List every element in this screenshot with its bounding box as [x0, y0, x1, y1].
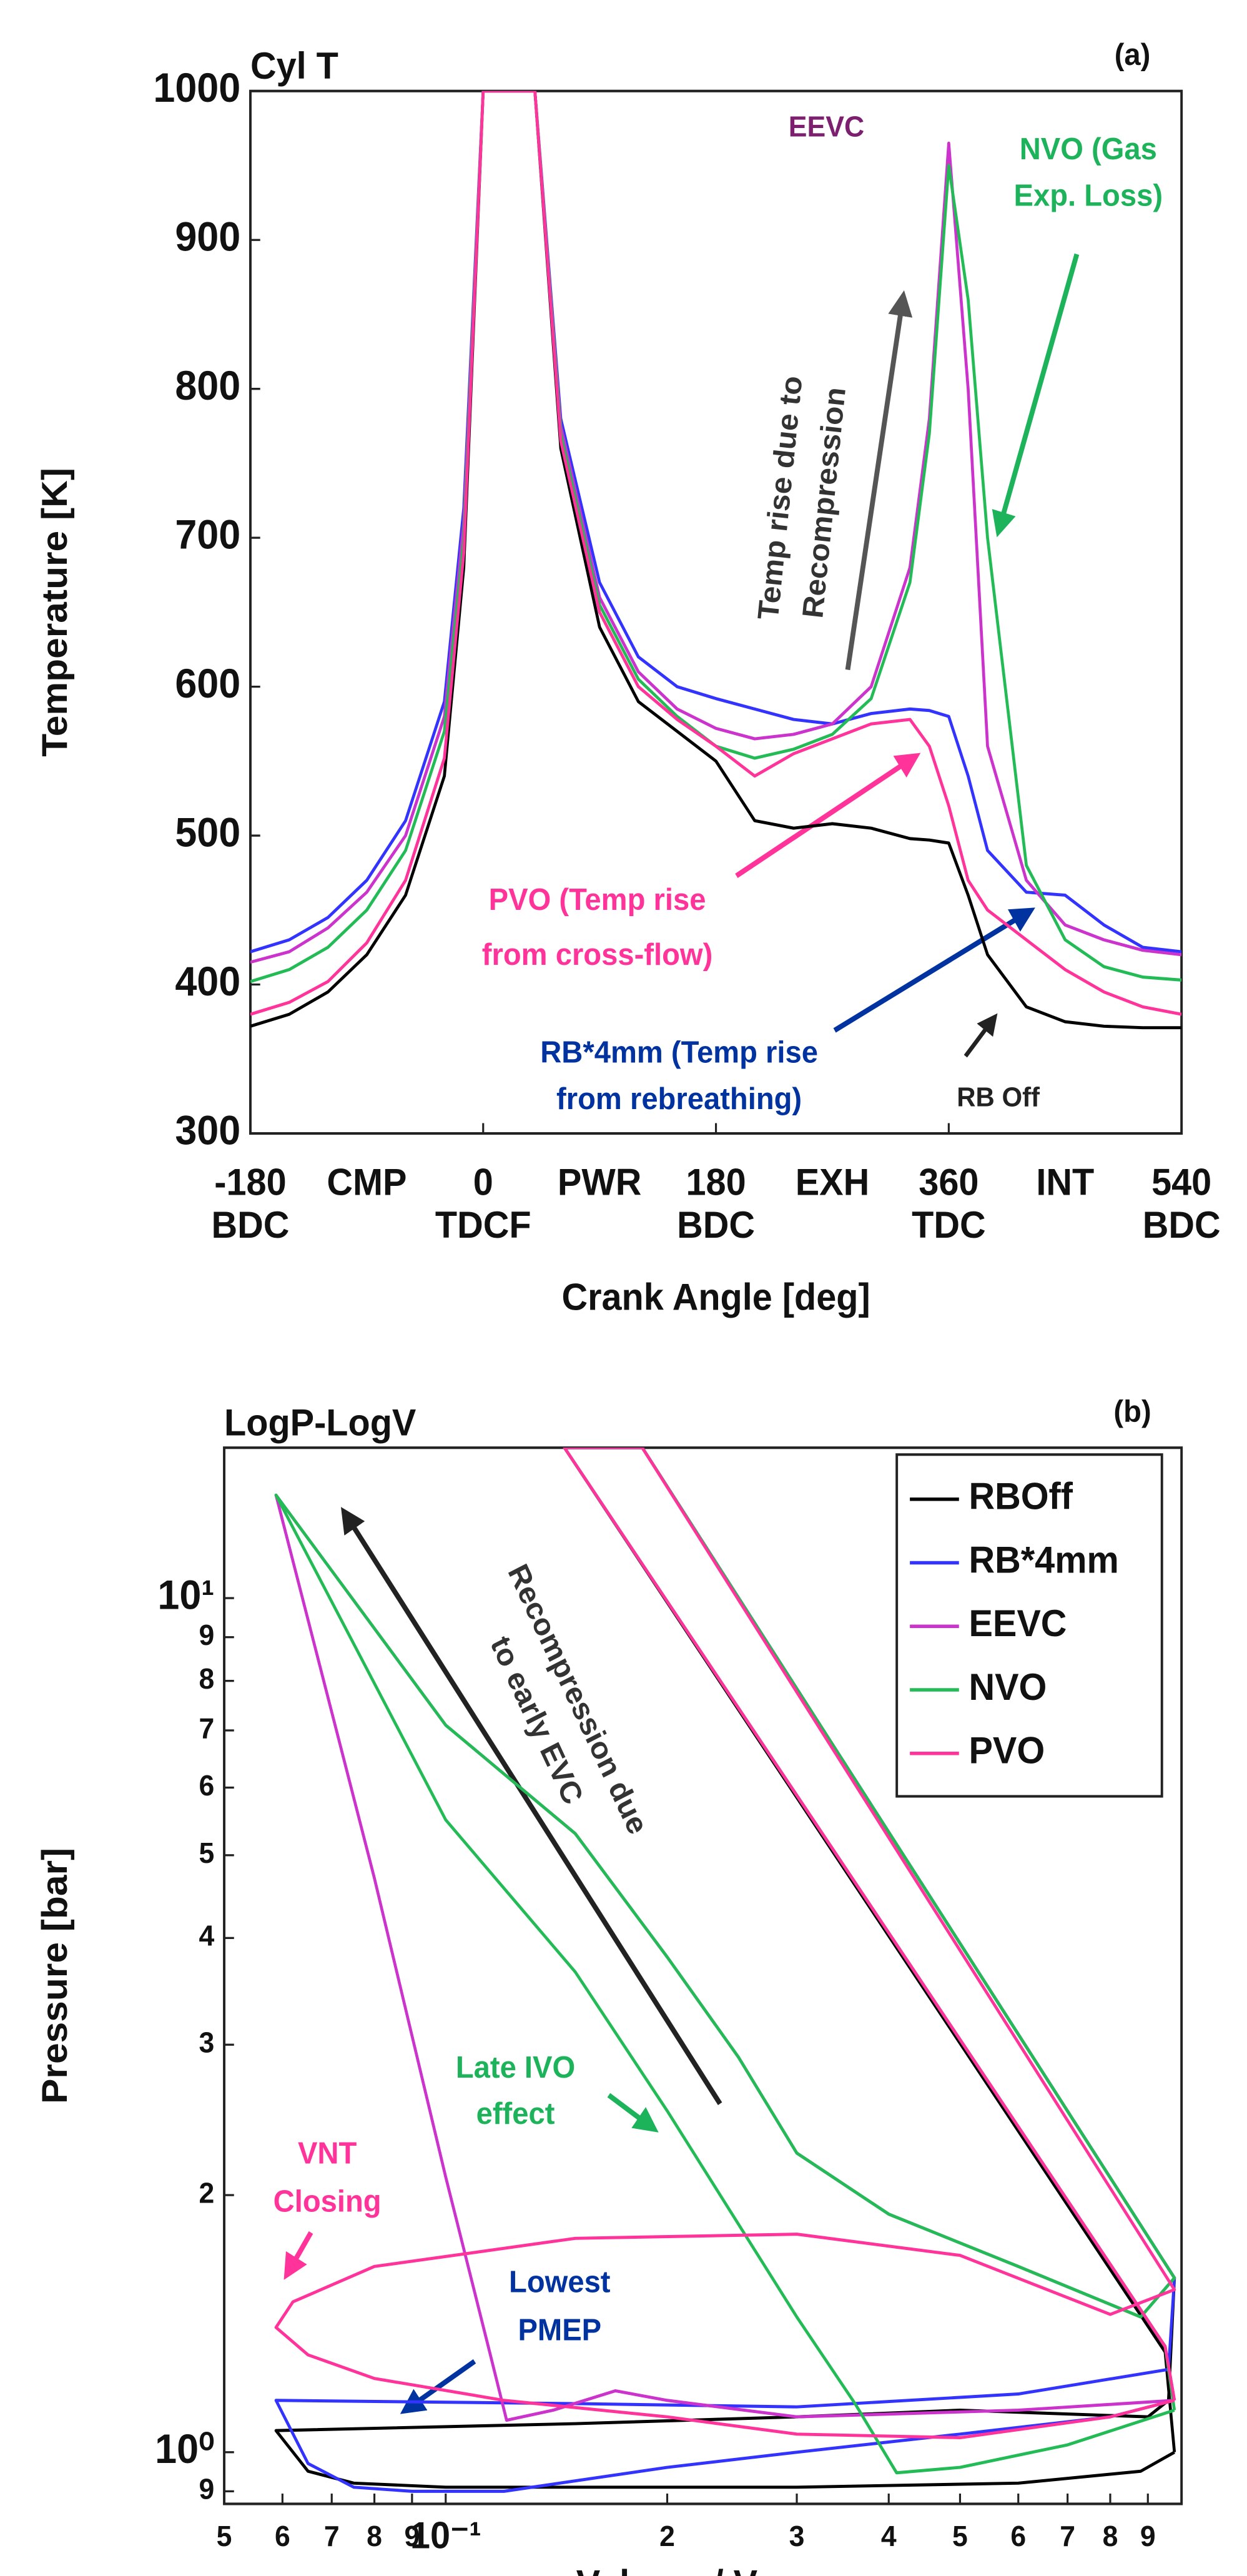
- y-axis-title: Temperature [K]: [34, 468, 74, 757]
- series-line: [250, 91, 1182, 1016]
- x-tick-label: 8: [367, 2520, 382, 2552]
- arrow: [607, 2093, 659, 2133]
- phase-label: CMP: [327, 1161, 407, 1203]
- panel-label: (b): [1113, 1394, 1151, 1428]
- annotation: EEVC: [789, 111, 864, 143]
- series-line: [274, 1448, 1176, 2475]
- y-tick-label: 10¹: [157, 1572, 214, 1618]
- series-line: [250, 91, 1182, 964]
- x-tick-sublabel: TDCF: [435, 1204, 531, 1246]
- annotation: PMEP: [518, 2313, 601, 2347]
- series-line: [274, 1448, 1176, 2493]
- y-tick-label: 1000: [153, 65, 240, 111]
- annotation: PVO (Temp rise: [489, 882, 706, 917]
- plot-area: [274, 1448, 1176, 2493]
- annotation: Late IVO: [456, 2050, 575, 2085]
- annotation: NVO (Gas: [1020, 132, 1157, 166]
- annotation: Exp. Loss): [1014, 178, 1163, 212]
- x-tick-label: 9: [404, 2520, 420, 2552]
- x-tick-sublabel: TDC: [912, 1204, 985, 1246]
- arrow: [340, 1507, 722, 2106]
- legend-label: RB*4mm: [969, 1539, 1118, 1581]
- y-tick-label: 10⁰: [155, 2426, 214, 2472]
- annotation: from cross-flow): [482, 937, 713, 972]
- x-tick-label: 10⁻¹: [410, 2514, 481, 2557]
- chart-title: LogP-LogV: [224, 1401, 416, 1444]
- y-tick-label: 9: [199, 1619, 215, 1651]
- series-line: [250, 91, 1182, 984]
- legend-label: EEVC: [969, 1602, 1067, 1645]
- y-tick-label: 700: [175, 511, 240, 558]
- x-tick-label: 3: [789, 2520, 805, 2552]
- x-tick-label: 0: [473, 1161, 493, 1203]
- annotation: RB Off: [957, 1082, 1040, 1113]
- x-axis-title: Volume / Vmax: [576, 2562, 830, 2576]
- x-tick-label: 5: [217, 2520, 232, 2552]
- y-tick-label: 400: [175, 959, 240, 1005]
- panel-label: (a): [1115, 37, 1151, 72]
- y-tick-label: 5: [199, 1837, 215, 1869]
- x-tick-sublabel: BDC: [677, 1204, 755, 1246]
- phase-label: PWR: [558, 1161, 641, 1203]
- plot-frame: [249, 89, 1183, 1135]
- x-tick-sublabel: BDC: [212, 1204, 290, 1246]
- arrow: [845, 290, 913, 671]
- x-tick-label: 4: [881, 2520, 897, 2552]
- y-tick-label: 500: [175, 809, 240, 856]
- x-tick-label: 180: [686, 1161, 746, 1203]
- x-tick-label: 7: [1060, 2520, 1075, 2552]
- x-tick-label: 360: [919, 1161, 978, 1203]
- annotation-arrows: [283, 253, 1080, 2414]
- x-tick-sublabel: BDC: [1143, 1204, 1221, 1246]
- phase-label: INT: [1036, 1161, 1094, 1203]
- y-tick-label: 600: [175, 661, 240, 707]
- arrow: [283, 2231, 313, 2280]
- arrow: [992, 253, 1080, 538]
- phase-label: EXH: [796, 1161, 870, 1203]
- y-axis-title: Pressure [bar]: [34, 1848, 74, 2104]
- x-tick-label: 6: [1010, 2520, 1026, 2552]
- y-tick-label: 900: [175, 214, 240, 260]
- series-line: [274, 1448, 1176, 2439]
- plot-frame: [223, 1446, 1183, 2505]
- annotation: Lowest: [509, 2265, 610, 2299]
- x-tick-label: -180: [214, 1161, 286, 1203]
- x-axis-title: Crank Angle [deg]: [561, 1276, 870, 1318]
- series-line: [250, 91, 1182, 1030]
- annotation: Closing: [274, 2184, 382, 2218]
- y-tick-label: 9: [199, 2473, 215, 2505]
- y-tick-label: 2: [199, 2176, 215, 2209]
- y-tick-label: 800: [175, 363, 240, 409]
- x-tick-label: 9: [1140, 2520, 1156, 2552]
- series-line: [250, 91, 1182, 954]
- annotation: from rebreathing): [556, 1082, 802, 1116]
- y-tick-label: 6: [199, 1769, 215, 1802]
- legend-label: RBOff: [969, 1475, 1073, 1517]
- legend: RBOff RB*4mm EEVC NVO PVO: [895, 1453, 1163, 1798]
- y-tick-label: 7: [199, 1712, 215, 1744]
- y-tick-label: 4: [199, 1920, 215, 1952]
- x-tick-label: 7: [324, 2520, 340, 2552]
- annotation: VNT: [298, 2136, 357, 2170]
- y-tick-label: 300: [175, 1107, 240, 1153]
- arrow: [964, 1013, 998, 1058]
- annotation: effect: [476, 2096, 555, 2131]
- x-tick-label: 2: [659, 2520, 675, 2552]
- legend-label: NVO: [969, 1666, 1047, 1709]
- x-tick-label: 5: [952, 2520, 968, 2552]
- x-tick-label: 540: [1151, 1161, 1211, 1203]
- x-tick-label: 8: [1103, 2520, 1118, 2552]
- x-tick-label: 6: [275, 2520, 290, 2552]
- annotation: Recompression: [796, 385, 852, 619]
- chart-title: Cyl T: [250, 45, 338, 87]
- arrow: [833, 907, 1035, 1033]
- plot-area: [250, 91, 1182, 1030]
- y-tick-label: 3: [199, 2026, 215, 2059]
- y-tick-label: 8: [199, 1662, 215, 1695]
- annotation: RB*4mm (Temp rise: [540, 1035, 818, 1070]
- arrow: [735, 753, 921, 878]
- legend-label: PVO: [969, 1729, 1045, 1772]
